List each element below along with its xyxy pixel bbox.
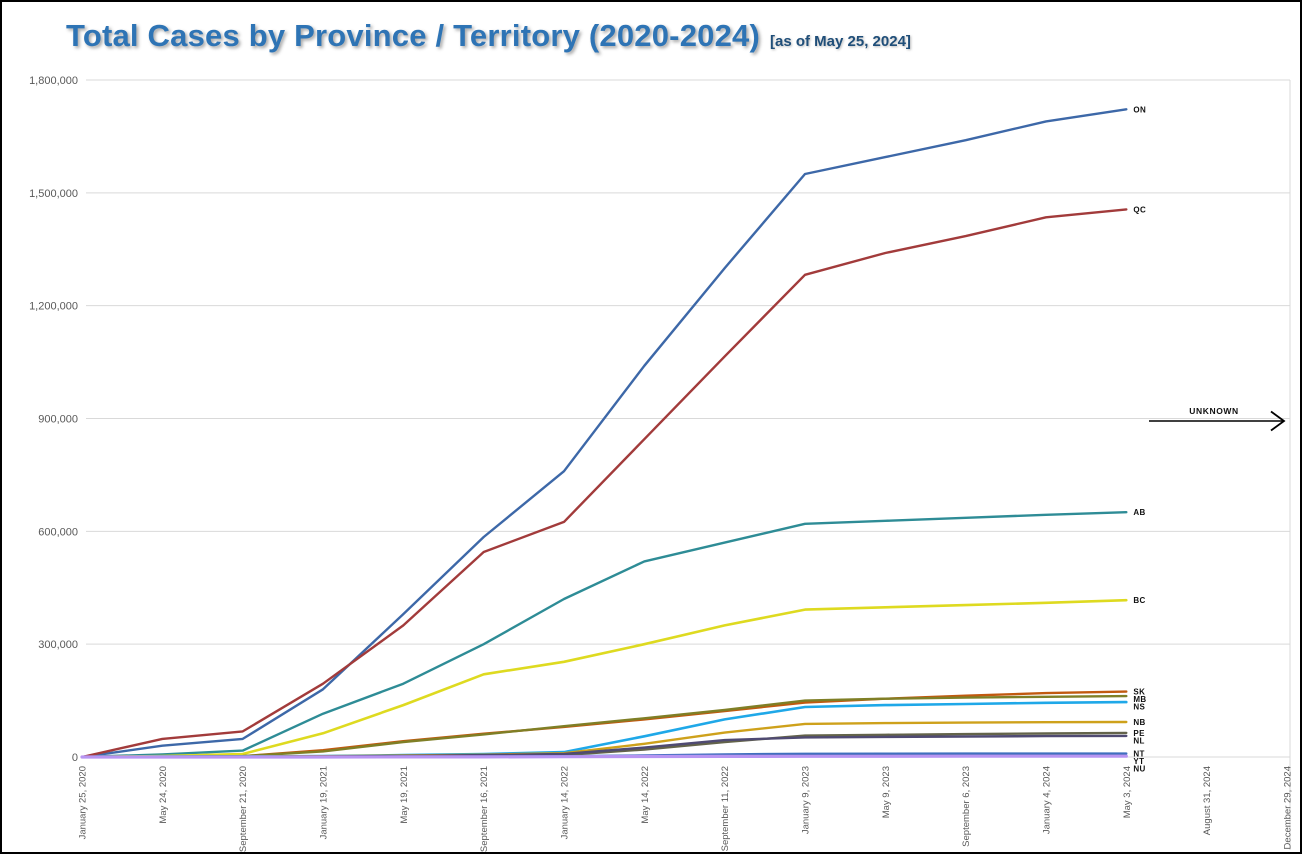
- x-tick-label: September 16, 2021: [479, 766, 490, 852]
- x-tick-label: May 14, 2022: [640, 766, 651, 824]
- x-tick-label: August 31, 2024: [1202, 766, 1213, 835]
- unknown-annotation-text: UNKNOWN: [1189, 406, 1239, 416]
- series-line-SK: [80, 690, 1128, 759]
- title-row: Total Cases by Province / Territory (202…: [66, 18, 911, 54]
- series-label-ON: ON: [1133, 105, 1146, 114]
- unknown-annotation: UNKNOWN: [1149, 406, 1286, 432]
- series-line-QC: [80, 208, 1128, 759]
- x-tick-label: September 21, 2020: [238, 766, 249, 852]
- series-label-YT: YT: [1133, 757, 1144, 766]
- y-tick-label: 900,000: [38, 414, 78, 426]
- y-tick-label: 300,000: [38, 639, 78, 651]
- x-tick-label: May 24, 2020: [158, 766, 169, 824]
- x-tick-label: January 14, 2022: [560, 766, 571, 839]
- series-label-NU: NU: [1133, 764, 1145, 773]
- y-tick-label: 1,200,000: [29, 301, 78, 313]
- x-tick-label: September 6, 2023: [961, 766, 972, 847]
- series-label-NT: NT: [1133, 750, 1144, 759]
- x-tick-label: May 3, 2024: [1122, 766, 1133, 818]
- series-label-NB: NB: [1133, 718, 1145, 727]
- x-tick-label: May 19, 2021: [399, 766, 410, 824]
- x-tick-label: January 9, 2023: [801, 766, 812, 834]
- x-tick-label: January 25, 2020: [78, 766, 89, 839]
- y-tick-label: 1,800,000: [29, 75, 78, 87]
- series-label-QC: QC: [1133, 205, 1146, 214]
- series-line-NU: [80, 754, 1128, 759]
- series-line-ON: [80, 108, 1128, 759]
- series-label-MB: MB: [1133, 695, 1146, 704]
- page-subtitle: [as of May 25, 2024]: [770, 33, 911, 50]
- series-label-NS: NS: [1133, 702, 1145, 711]
- y-tick-label: 600,000: [38, 526, 78, 538]
- y-tick-label: 1,500,000: [29, 188, 78, 200]
- series-label-AB: AB: [1133, 508, 1145, 517]
- x-tick-label: September 11, 2022: [720, 766, 731, 851]
- series-line-BC: [80, 598, 1128, 759]
- series-label-BC: BC: [1133, 596, 1145, 605]
- series-line-AB: [80, 511, 1128, 759]
- x-tick-label: January 4, 2024: [1042, 766, 1053, 834]
- series-label-SK: SK: [1133, 688, 1145, 697]
- series-label-PE: PE: [1133, 729, 1145, 738]
- y-tick-label: 0: [72, 752, 78, 764]
- x-tick-label: December 29, 2024: [1283, 766, 1294, 849]
- page-title: Total Cases by Province / Territory (202…: [66, 18, 760, 53]
- x-tick-label: May 9, 2023: [881, 766, 892, 818]
- series-label-NL: NL: [1133, 736, 1144, 745]
- unknown-arrow-head: [1270, 410, 1286, 432]
- x-tick-label: January 19, 2021: [319, 766, 330, 839]
